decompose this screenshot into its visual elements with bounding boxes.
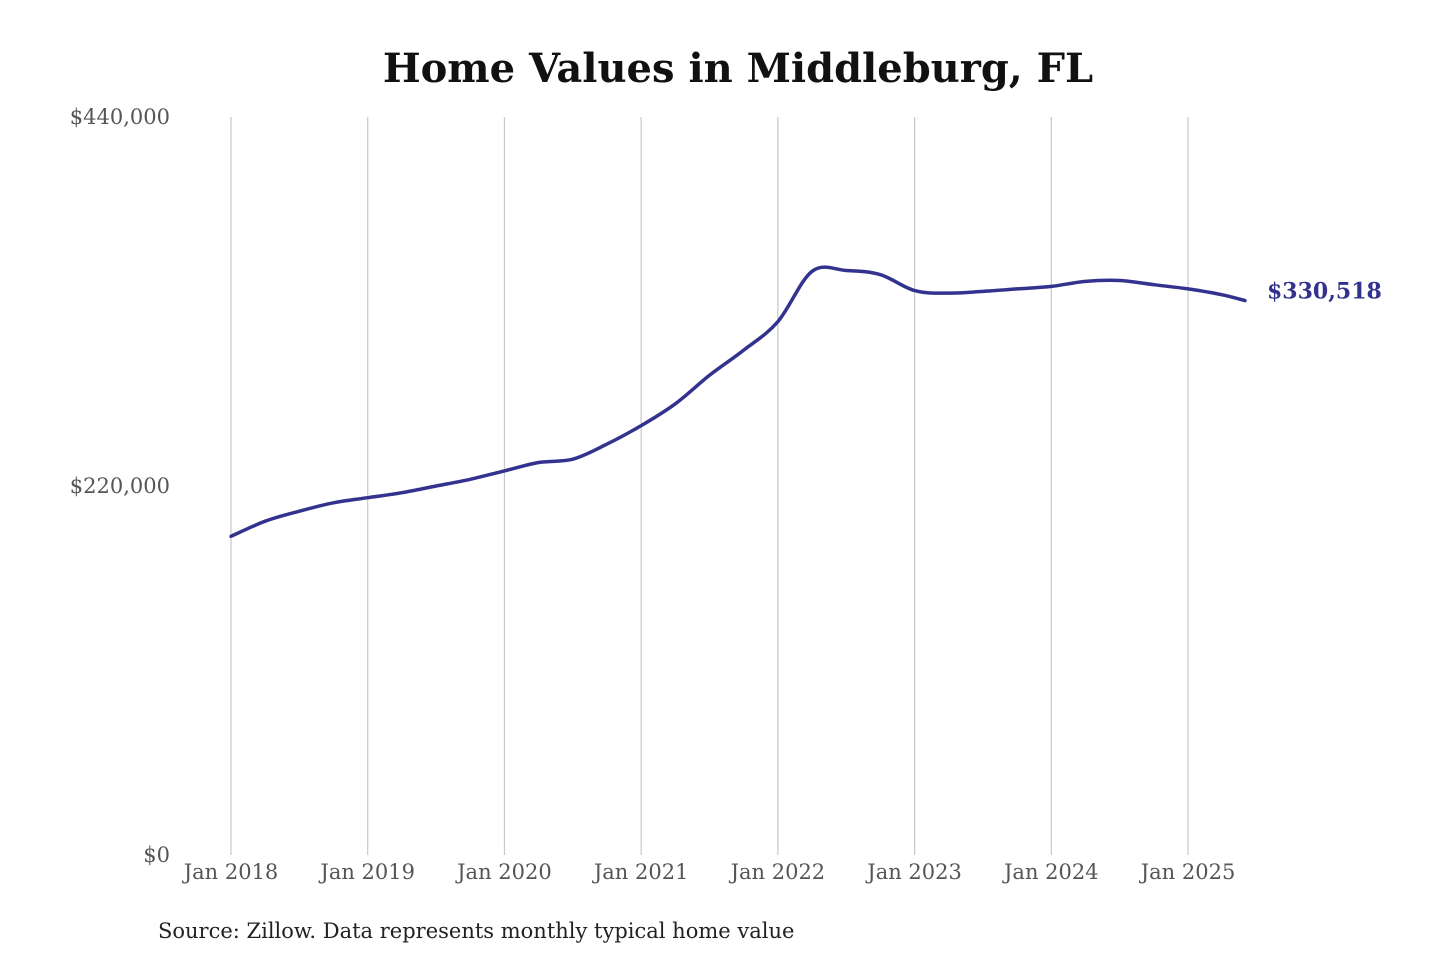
- y-tick-label: $0: [143, 843, 170, 867]
- x-tick-label: Jan 2018: [182, 860, 279, 884]
- y-tick-label: $440,000: [70, 105, 170, 129]
- source-note: Source: Zillow. Data represents monthly …: [158, 919, 794, 943]
- x-tick-label: Jan 2025: [1139, 860, 1236, 884]
- x-tick-label: Jan 2024: [1002, 860, 1099, 884]
- series-line-home-value: [229, 265, 1247, 539]
- x-tick-label: Jan 2019: [318, 860, 415, 884]
- x-tick-label: Jan 2021: [592, 860, 689, 884]
- y-axis-ticks: $0 $220,000 $440,000: [70, 105, 170, 867]
- x-tick-label: Jan 2022: [729, 860, 826, 884]
- x-axis-ticks: Jan 2018 Jan 2019 Jan 2020 Jan 2021 Jan 2022…: [182, 860, 1236, 884]
- grid-lines: [230, 117, 1189, 855]
- end-value-label: $330,518: [1267, 279, 1382, 305]
- x-tick-label: Jan 2020: [455, 860, 552, 884]
- x-tick-label: Jan 2023: [865, 860, 962, 884]
- chart-title: Home Values in Middleburg, FL: [383, 45, 1093, 92]
- y-tick-label: $220,000: [70, 474, 170, 498]
